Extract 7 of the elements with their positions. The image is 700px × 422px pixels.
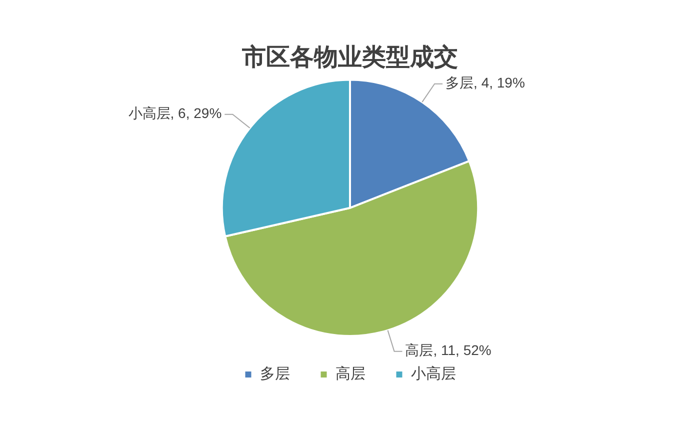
data-label: 高层, 11, 52% (405, 342, 492, 358)
data-label: 多层, 4, 19% (446, 74, 525, 91)
chart-title: 市区各物业类型成交 (241, 44, 458, 72)
data-label: 小高层, 6, 29% (128, 105, 222, 122)
legend-label: 小高层 (410, 366, 456, 383)
legend-label: 多层 (260, 366, 290, 383)
legend-label: 高层 (335, 366, 366, 383)
